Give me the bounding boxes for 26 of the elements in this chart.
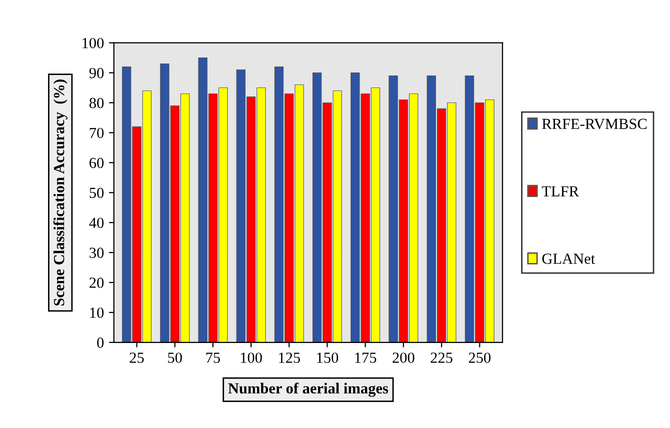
y-tick-label: 70 bbox=[90, 128, 104, 138]
y-tick-label: 30 bbox=[90, 248, 104, 258]
y-tick-label: 50 bbox=[90, 188, 104, 198]
y-tick-label: 90 bbox=[89, 68, 104, 78]
y-tick-label: 60 bbox=[90, 158, 104, 168]
legend-label: GLANet bbox=[542, 254, 596, 264]
x-tick-label: 125 bbox=[279, 352, 300, 363]
x-tick-label: 25 bbox=[130, 352, 144, 363]
y-tick-label: 100 bbox=[82, 38, 104, 48]
y-axis-title: Scene Classification Accuracy (%) bbox=[53, 80, 68, 306]
y-tick-label: 10 bbox=[90, 308, 104, 318]
x-tick-label: 200 bbox=[392, 352, 414, 363]
x-tick-label: 225 bbox=[430, 352, 452, 363]
x-tick-label: 150 bbox=[317, 352, 338, 363]
legend-label: TLFR bbox=[542, 186, 579, 196]
x-tick-label: 75 bbox=[206, 352, 220, 363]
x-tick-label: 175 bbox=[355, 352, 376, 363]
legend-label: RRFE-RVMBSC bbox=[542, 118, 647, 130]
x-tick-label: 50 bbox=[168, 352, 182, 363]
x-axis-title: Number of aerial images bbox=[228, 382, 388, 397]
y-tick-label: 40 bbox=[89, 218, 104, 228]
x-tick-label: 100 bbox=[240, 352, 262, 363]
x-tick-label: 250 bbox=[468, 352, 491, 363]
y-tick-label: 0 bbox=[97, 338, 104, 348]
y-tick-label: 20 bbox=[90, 278, 104, 288]
y-tick-label: 80 bbox=[89, 98, 104, 108]
